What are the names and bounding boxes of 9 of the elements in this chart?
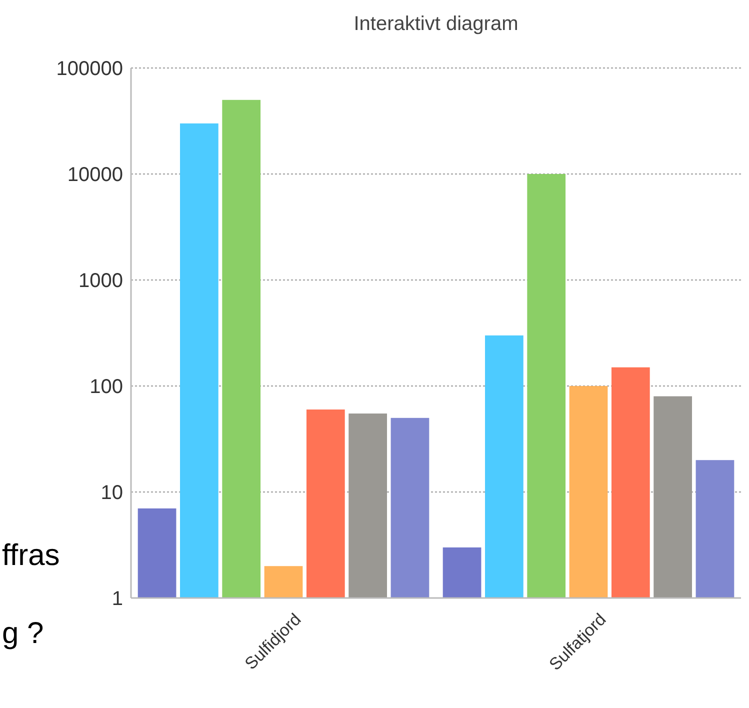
- text: ffras: [2, 539, 60, 572]
- y-tick-label: 100: [90, 376, 123, 398]
- y-tick-label: 100000: [56, 58, 123, 80]
- y-tick-label: 1: [112, 588, 123, 610]
- chart-title: Interaktivt diagram: [354, 13, 518, 35]
- text: g ?: [2, 617, 44, 650]
- y-tick-label: 1000: [78, 270, 123, 292]
- y-tick-label: 10000: [67, 164, 123, 186]
- y-tick-label: 10: [100, 482, 123, 504]
